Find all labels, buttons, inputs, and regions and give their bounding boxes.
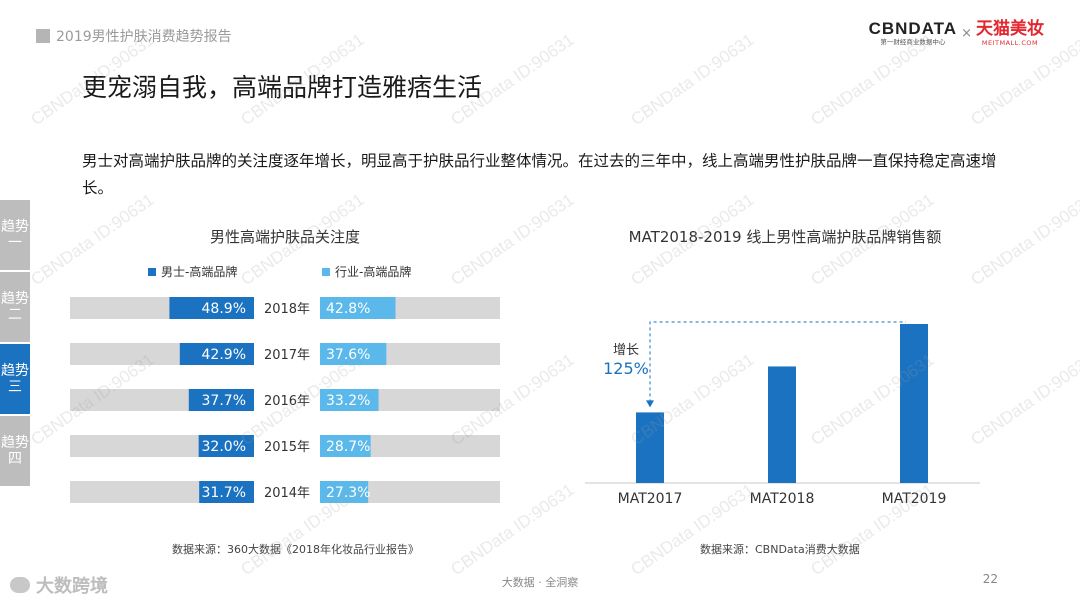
year-label: 2017年 xyxy=(264,348,310,363)
data-label-men: 48.9% xyxy=(202,301,246,317)
bar-men xyxy=(188,389,254,411)
cbndata-logo: CBNDATA 第一财经商业数据中心 xyxy=(869,20,958,47)
data-label-industry: 27.3% xyxy=(326,485,370,501)
year-label: 2016年 xyxy=(264,394,310,409)
legend-men-swatch xyxy=(148,267,156,276)
report-title: 2019男性护肤消费趋势报告 xyxy=(56,29,232,45)
tmall-subtitle: MEITMALL.COM xyxy=(981,39,1039,47)
x-tick-label: MAT2017 xyxy=(618,491,683,507)
sales-bar xyxy=(768,366,796,483)
chart1-title: 男性高端护肤品关注度 xyxy=(209,228,360,246)
bar-industry xyxy=(320,343,387,365)
corner-watermark-icon xyxy=(8,575,32,595)
legend-men-label: 男士-高端品牌 xyxy=(161,265,238,279)
bar-industry xyxy=(320,481,369,503)
side-tab-1[interactable]: 趋势一 xyxy=(0,200,30,270)
side-tab-label: 趋势二 xyxy=(1,291,29,323)
side-tab-3[interactable]: 趋势三 xyxy=(0,344,30,414)
legend-industry: 行业-高端品牌 xyxy=(322,263,411,280)
legend-industry-swatch xyxy=(322,267,330,276)
data-label-industry: 37.6% xyxy=(326,347,370,363)
bar-men xyxy=(169,297,254,319)
data-label-men: 31.7% xyxy=(202,485,246,501)
bar-men xyxy=(199,481,254,503)
side-tab-label: 趋势一 xyxy=(1,219,29,251)
bar-industry xyxy=(320,389,379,411)
report-header: 2019男性护肤消费趋势报告 xyxy=(36,26,232,46)
growth-label: 增长 xyxy=(613,343,639,358)
data-label-industry: 42.8% xyxy=(326,301,370,317)
data-label-men: 42.9% xyxy=(202,347,246,363)
side-tab-label: 趋势三 xyxy=(1,363,29,395)
year-label: 2015年 xyxy=(264,440,310,455)
growth-bracket xyxy=(649,321,906,403)
growth-value: 125% xyxy=(603,359,649,378)
growth-arrowhead xyxy=(646,400,654,408)
cbndata-subtitle: 第一财经商业数据中心 xyxy=(880,38,946,46)
tmall-logo-text: 天猫美妆 xyxy=(976,19,1044,39)
legend-industry-label: 行业-高端品牌 xyxy=(335,265,412,279)
tmall-logo: 天猫美妆 MEITMALL.COM xyxy=(976,19,1044,48)
data-label-industry: 33.2% xyxy=(326,393,370,409)
x-tick-label: MAT2019 xyxy=(882,491,947,507)
data-label-men: 37.7% xyxy=(202,393,246,409)
footer-tagline: 大数据 · 全洞察 xyxy=(501,576,579,589)
page-number: 22 xyxy=(982,572,998,586)
bar-men xyxy=(198,435,254,457)
page-title: 更宠溺自我，高端品牌打造雅痞生活 xyxy=(82,73,483,102)
cbndata-logo-text: CBNDATA xyxy=(868,19,958,38)
corner-watermark-text: 大数跨境 xyxy=(36,576,108,597)
logo-separator: × xyxy=(961,26,972,41)
intro-paragraph: 男士对高端护肤品牌的关注度逐年增长，明显高于护肤品行业整体情况。在过去的三年中，… xyxy=(82,152,997,197)
year-label: 2018年 xyxy=(264,302,310,317)
sales-bar xyxy=(636,412,664,483)
side-tab-4[interactable]: 趋势四 xyxy=(0,416,30,486)
x-tick-label: MAT2018 xyxy=(750,491,815,507)
data-label-industry: 28.7% xyxy=(326,439,370,455)
header-square-icon xyxy=(36,29,50,43)
legend-men: 男士-高端品牌 xyxy=(148,263,237,280)
chart1-source: 数据来源：360大数据《2018年化妆品行业报告》 xyxy=(172,543,419,556)
chart2-source: 数据来源：CBNData消费大数据 xyxy=(700,543,860,556)
side-tab-label: 趋势四 xyxy=(1,435,29,467)
chart2-title: MAT2018-2019 线上男性高端护肤品牌销售额 xyxy=(628,228,942,246)
bar-industry xyxy=(320,435,371,457)
corner-watermark: 大数跨境 xyxy=(8,572,108,598)
year-label: 2014年 xyxy=(264,486,310,501)
sales-bar xyxy=(900,324,928,483)
brand-logos: CBNDATA 第一财经商业数据中心 × 天猫美妆 MEITMALL.COM xyxy=(869,19,1044,48)
data-label-men: 32.0% xyxy=(202,439,246,455)
bar-men xyxy=(179,343,254,365)
side-tab-2[interactable]: 趋势二 xyxy=(0,272,30,342)
bar-industry xyxy=(320,297,396,319)
side-tabs: 趋势一 趋势二 趋势三 趋势四 xyxy=(0,200,30,488)
